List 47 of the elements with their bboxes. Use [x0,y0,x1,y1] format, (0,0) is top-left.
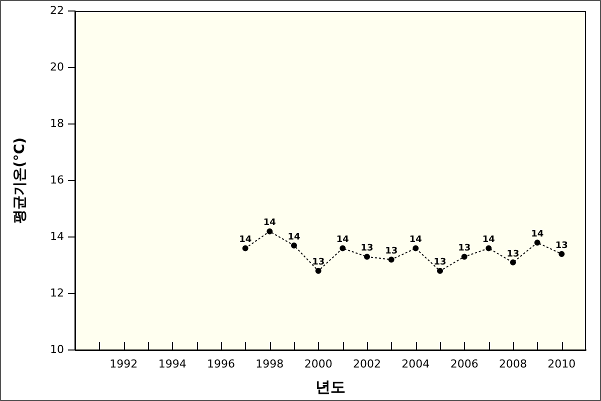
x-tick-label: 2006 [450,357,478,370]
data-label: 13 [506,249,520,260]
y-axis-title: 평균기온(°C) [12,137,28,224]
x-tick-label: 1998 [256,357,284,370]
x-tick-label: 2004 [402,357,430,370]
point [510,259,516,266]
x-tick-label: 2000 [304,357,332,370]
y-tick-label: 12 [50,286,64,300]
point [486,245,492,252]
data-label: 14 [288,232,300,242]
point [315,268,322,274]
data-label: 13 [434,258,446,268]
point [558,250,565,257]
y-tick-label: 10 [50,342,64,356]
y-tick-label: 22 [50,4,64,17]
data-label: 13 [360,244,374,254]
y-tick-label: 20 [50,60,64,74]
x-tick-label: 1994 [158,357,186,370]
point [437,268,443,274]
data-label: 14 [263,218,276,228]
data-label: 14 [409,235,422,246]
x-tick-label: 1992 [110,357,138,370]
x-axis-title: 년도 [316,378,346,396]
x-tick-label: 2008 [499,357,527,370]
data-label: 13 [312,258,325,268]
point [534,240,540,246]
y-tick-label: 18 [50,116,64,130]
x-tick-label: 1996 [207,357,235,370]
point [340,245,346,252]
point [364,254,370,260]
data-label: 14 [336,235,349,246]
y-tick-label: 16 [50,173,64,186]
data-label: 13 [458,244,471,254]
x-tick-label: 2010 [548,357,576,370]
point [242,245,248,252]
y-tick-label: 14 [50,230,64,243]
data-label: 14 [482,235,495,246]
x-tick-label: 2002 [353,357,381,370]
data-label: 13 [385,246,398,256]
data-label: 14 [531,229,544,240]
data-label: 14 [239,235,252,246]
point [388,256,394,263]
point [412,245,419,252]
point [291,242,297,248]
point [461,254,468,260]
data-label: 13 [555,240,568,251]
point [266,228,273,234]
